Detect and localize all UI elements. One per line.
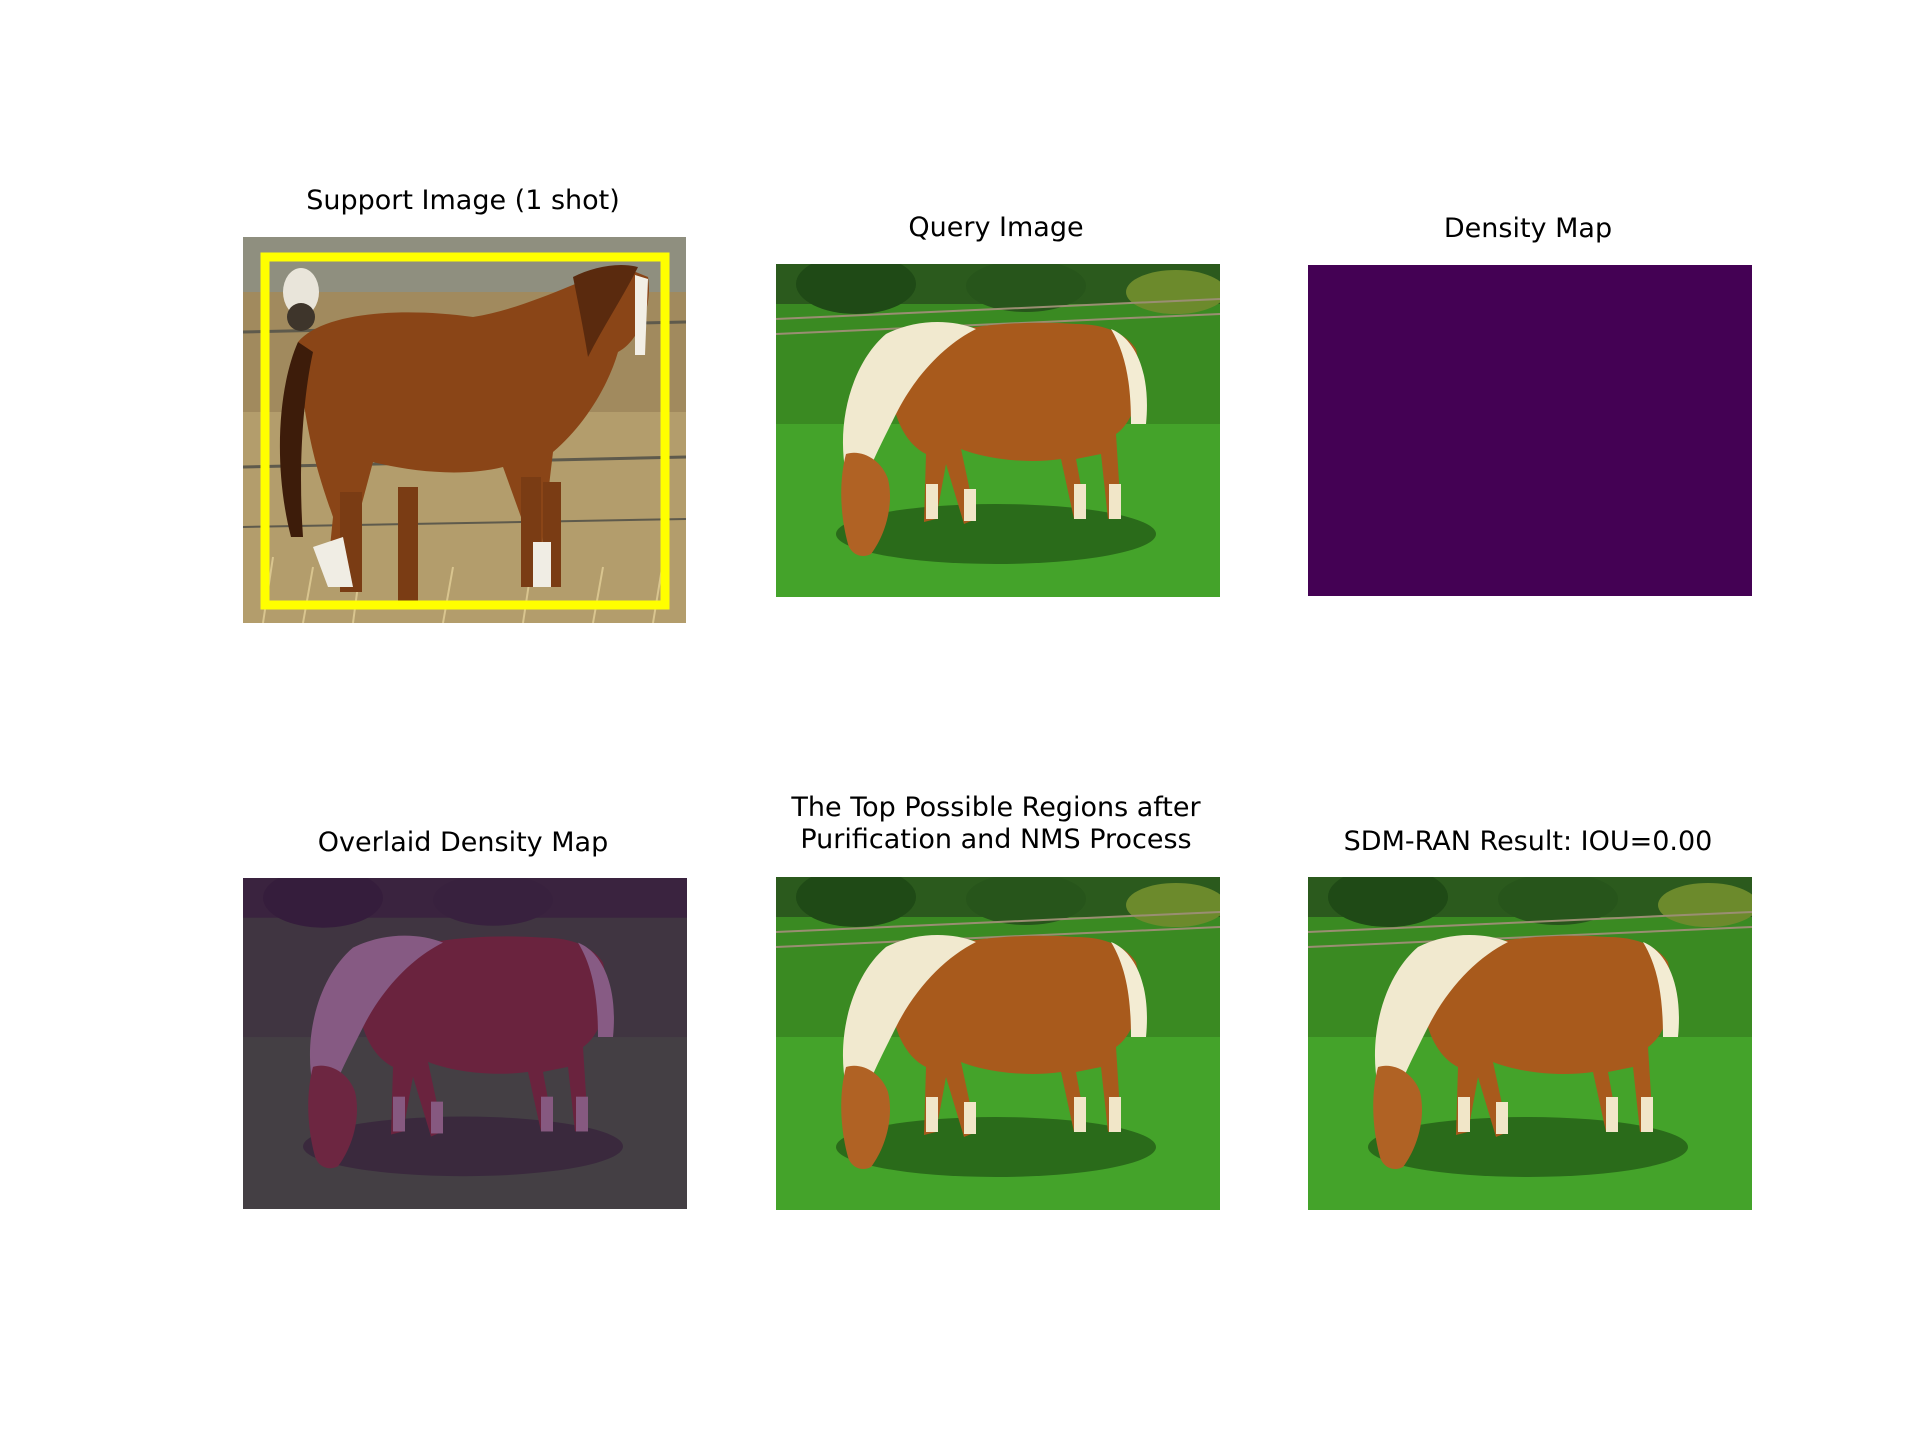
query-image-title: Query Image xyxy=(908,212,1084,243)
density-map xyxy=(1308,265,1752,596)
sdm-ran-result-title: SDM-RAN Result: IOU=0.00 xyxy=(1343,826,1713,857)
query-horse-illustration xyxy=(776,264,1220,597)
support-horse-illustration xyxy=(243,237,686,623)
top-regions-image xyxy=(776,877,1220,1210)
result-horse-illustration xyxy=(1308,877,1752,1210)
density-overlay xyxy=(243,878,687,1209)
overlaid-horse-illustration xyxy=(243,878,687,1209)
top-regions-horse-illustration xyxy=(776,877,1220,1210)
query-image xyxy=(776,264,1220,597)
overlaid-density-map-title: Overlaid Density Map xyxy=(317,827,609,858)
sdm-ran-result-image xyxy=(1308,877,1752,1210)
support-image xyxy=(243,237,686,623)
support-bounding-box xyxy=(260,252,670,610)
top-regions-title: The Top Possible Regions after Purificat… xyxy=(791,792,1201,855)
support-image-title: Support Image (1 shot) xyxy=(306,185,620,216)
overlaid-density-map xyxy=(243,878,687,1209)
density-map-title: Density Map xyxy=(1443,213,1613,244)
